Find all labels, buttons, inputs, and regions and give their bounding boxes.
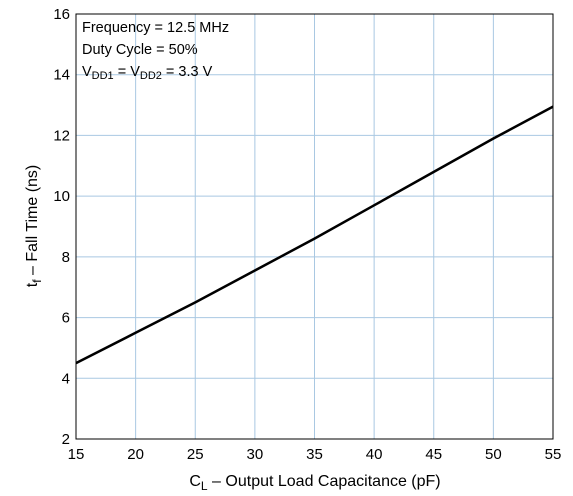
- y-axis-title: tf – Fall Time (ns): [24, 165, 44, 287]
- y-tick-label: 14: [53, 67, 70, 84]
- y-title-main: t: [24, 282, 41, 287]
- y-tick-label: 6: [62, 310, 70, 327]
- x-tick-label: 40: [366, 446, 383, 463]
- y-tick-labels: 2 4 6 8 10 12 14 16: [53, 6, 70, 448]
- annotation-vdd: VDD1 = VDD2 = 3.3 V: [82, 64, 213, 82]
- x-tick-label: 20: [127, 446, 144, 463]
- y-tick-label: 12: [53, 127, 70, 144]
- vdd-equals: =: [114, 64, 131, 80]
- x-axis-title: CL – Output Load Capacitance (pF): [189, 473, 440, 493]
- y-tick-label: 16: [53, 6, 70, 23]
- x-tick-label: 15: [68, 446, 85, 463]
- vdd2-subscript: DD2: [140, 70, 162, 82]
- x-tick-labels: 15 20 25 30 35 40 45 50 55: [68, 446, 562, 463]
- vdd1-subscript: DD1: [92, 70, 114, 82]
- plot-frame: [75, 13, 554, 440]
- grid: [76, 14, 553, 439]
- y-tick-label: 2: [62, 431, 70, 448]
- x-tick-label: 25: [187, 446, 204, 463]
- y-tick-label: 8: [62, 249, 70, 266]
- x-tick-label: 30: [247, 446, 264, 463]
- vdd1-v: V: [82, 64, 92, 80]
- x-tick-label: 35: [306, 446, 323, 463]
- x-tick-label: 45: [425, 446, 442, 463]
- x-title-rest: – Output Load Capacitance (pF): [208, 473, 441, 490]
- x-title-main: C: [189, 473, 201, 490]
- vdd2-v: V: [130, 64, 140, 80]
- y-title-rest: – Fall Time (ns): [24, 165, 41, 280]
- y-tick-label: 4: [62, 370, 70, 387]
- x-tick-label: 50: [485, 446, 502, 463]
- y-tick-label: 10: [53, 188, 70, 205]
- annotation-frequency: Frequency = 12.5 MHz: [82, 20, 229, 36]
- series: [75, 105, 554, 365]
- x-tick-label: 55: [545, 446, 562, 463]
- y-title-subscript: f: [30, 279, 44, 283]
- x-title-subscript: L: [201, 479, 208, 493]
- annotation-duty-cycle: Duty Cycle = 50%: [82, 42, 198, 58]
- series-line-1: [75, 105, 554, 365]
- vdd-value: = 3.3 V: [162, 64, 213, 80]
